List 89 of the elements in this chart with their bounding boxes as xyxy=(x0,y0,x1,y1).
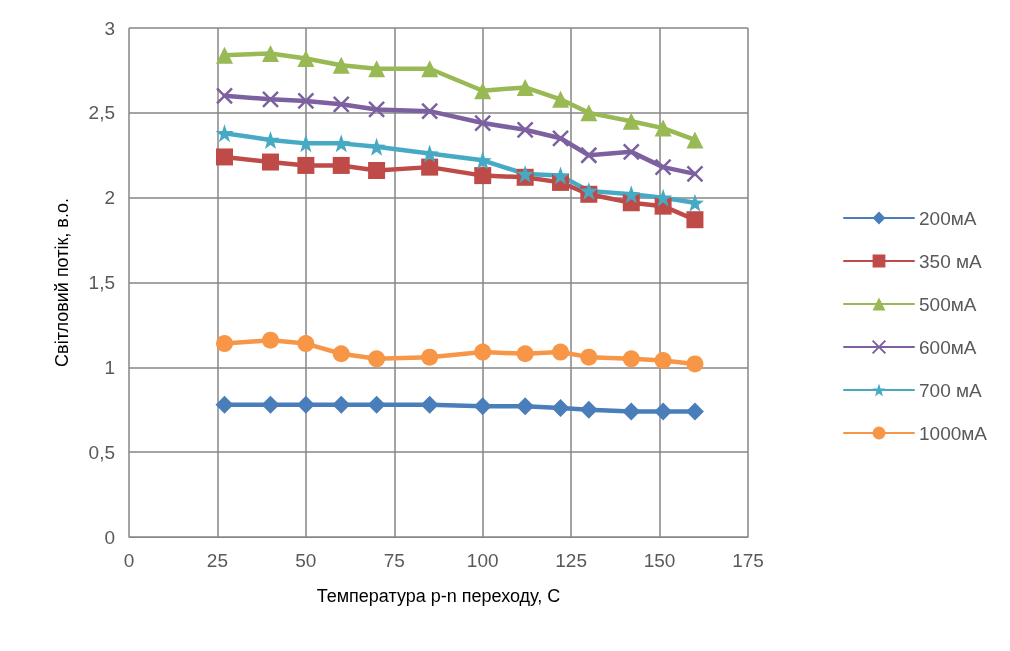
point xyxy=(261,44,279,62)
point xyxy=(654,402,673,421)
y-tick-label: 0,5 xyxy=(88,441,115,463)
point xyxy=(685,402,704,421)
point xyxy=(654,119,672,137)
point xyxy=(367,100,386,119)
point xyxy=(579,400,598,419)
point xyxy=(516,397,535,416)
point xyxy=(474,343,492,361)
point xyxy=(215,124,234,143)
point xyxy=(332,95,350,114)
point xyxy=(579,181,598,200)
point xyxy=(516,78,534,96)
legend-label: 1000мА xyxy=(919,422,988,444)
x-tick-label: 175 xyxy=(732,550,764,571)
point xyxy=(421,158,439,176)
point xyxy=(580,348,598,366)
point xyxy=(516,121,534,139)
point xyxy=(216,46,233,64)
point xyxy=(421,348,439,366)
y-tick-label: 1 xyxy=(104,356,115,378)
point xyxy=(552,343,570,361)
point xyxy=(297,50,315,68)
point xyxy=(474,167,492,185)
point xyxy=(686,355,704,373)
x-tick-label: 25 xyxy=(206,550,228,571)
point xyxy=(368,162,386,180)
point xyxy=(368,350,386,368)
point xyxy=(516,345,534,363)
point xyxy=(551,399,570,418)
point xyxy=(580,104,598,122)
point xyxy=(552,90,570,108)
legend-label: 700 мА xyxy=(919,379,983,401)
point xyxy=(332,345,350,363)
point xyxy=(368,60,386,78)
point xyxy=(420,102,439,120)
point xyxy=(216,335,233,353)
point xyxy=(262,331,279,349)
point xyxy=(367,395,386,414)
point xyxy=(654,352,672,370)
x-tick-label: 0 xyxy=(123,550,135,571)
legend-label: 600мА xyxy=(919,336,977,358)
point xyxy=(332,56,350,74)
point xyxy=(421,60,439,78)
point xyxy=(296,395,315,414)
legend-label: 200мА xyxy=(919,207,977,229)
point xyxy=(332,395,351,414)
point xyxy=(473,397,492,416)
point xyxy=(332,156,350,174)
y-tick-label: 1,5 xyxy=(88,272,115,293)
point xyxy=(516,164,535,183)
point xyxy=(474,82,492,100)
point xyxy=(215,87,234,105)
point xyxy=(622,185,641,204)
point xyxy=(473,114,492,132)
legend-label: 350 мА xyxy=(919,250,983,272)
x-tick-label: 125 xyxy=(555,550,587,571)
point xyxy=(622,350,640,368)
y-tick-label: 3 xyxy=(104,17,115,39)
point xyxy=(622,112,640,130)
point xyxy=(686,211,704,229)
point xyxy=(551,129,570,148)
x-axis-title: Температура p-n переходу, С xyxy=(316,586,561,606)
point xyxy=(297,156,315,174)
x-tick-label: 150 xyxy=(643,550,676,571)
point xyxy=(686,165,704,183)
point xyxy=(261,90,280,109)
point xyxy=(580,146,598,164)
point xyxy=(215,395,234,414)
y-tick-label: 2 xyxy=(104,187,115,209)
x-tick-label: 100 xyxy=(466,550,499,571)
point xyxy=(622,143,641,161)
x-tick-label: 50 xyxy=(295,550,317,571)
y-tick-label: 2,5 xyxy=(88,102,115,124)
point xyxy=(261,153,279,171)
point xyxy=(261,395,280,414)
legend-label: 500мА xyxy=(919,293,977,315)
point xyxy=(297,92,315,110)
point xyxy=(654,188,673,207)
y-tick-label: 0 xyxy=(104,526,115,548)
y-axis-title: Світловий потік, в.о. xyxy=(52,198,72,367)
point xyxy=(420,395,439,414)
point xyxy=(654,158,672,176)
point xyxy=(297,335,315,353)
point xyxy=(686,131,704,149)
x-tick-label: 75 xyxy=(383,550,405,571)
point xyxy=(216,148,233,166)
point xyxy=(622,402,641,421)
point xyxy=(551,166,570,185)
